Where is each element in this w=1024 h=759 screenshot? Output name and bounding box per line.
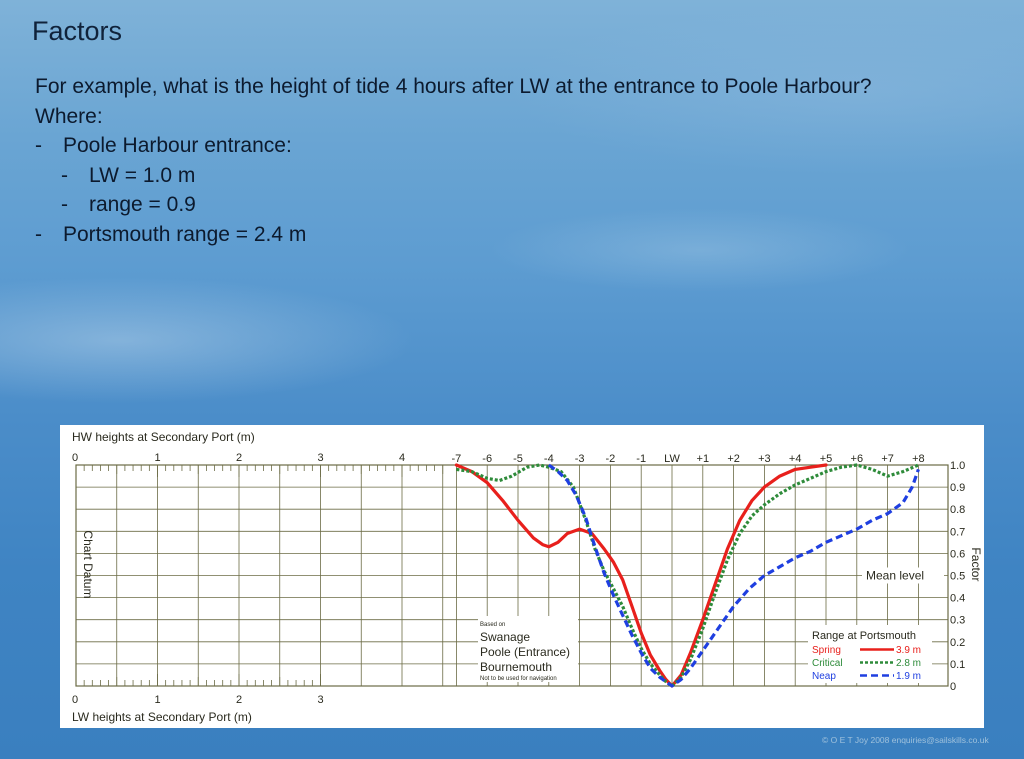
bullet-dash: - (61, 163, 68, 187)
legend-bg (808, 625, 932, 683)
hour-tick-label: -3 (575, 453, 585, 465)
bullet-list: For example, what is the height of tide … (35, 72, 1015, 249)
bullet-range: - range = 0.9 (35, 190, 1015, 220)
bullet-lw: - LW = 1.0 m (35, 161, 1015, 191)
bullet-text: Portsmouth range = 2.4 m (63, 222, 307, 246)
source-port-name: Bournemouth (480, 660, 552, 674)
source-port-name: Poole (Entrance) (480, 645, 570, 659)
bullet-where: Where: (35, 102, 1015, 132)
copyright-notice: © O E T Joy 2008 enquiries@sailskills.co… (822, 735, 989, 745)
bullet-poole-entrance: - Poole Harbour entrance: (35, 131, 1015, 161)
lw-scale-tick-label: 1 (154, 694, 160, 706)
legend-entry-spring: Spring (812, 645, 841, 656)
hour-tick-label: -2 (606, 453, 616, 465)
hw-scale-tick-label: 1 (154, 452, 160, 464)
factor-tick-label: 0.2 (950, 637, 965, 649)
factor-tick-label: 0.6 (950, 548, 965, 560)
hour-tick-label: -5 (513, 453, 523, 465)
mean-level-label: Mean level (866, 569, 924, 583)
factor-tick-label: 0.1 (950, 659, 965, 671)
factor-tick-label: 0.4 (950, 593, 965, 605)
factor-tick-label: 0.8 (950, 504, 965, 516)
chart-datum-label: Chart Datum (81, 530, 95, 598)
source-warning: Not to be used for navigation (480, 676, 557, 682)
lw-scale-label: LW heights at Secondary Port (m) (72, 710, 252, 724)
slide-title: Factors (32, 16, 123, 46)
hw-scale-label: HW heights at Secondary Port (m) (72, 430, 255, 444)
hour-tick-label: -6 (482, 453, 492, 465)
bullet-dash: - (35, 134, 42, 157)
bullet-dash: - (35, 222, 42, 246)
hw-scale-tick-label: 0 (72, 452, 78, 464)
hour-tick-label: +5 (820, 453, 833, 465)
hour-tick-label: -4 (544, 453, 554, 465)
lw-scale-tick-label: 3 (317, 694, 323, 706)
tidal-curve-svg: HW heights at Secondary Port (m) 0 1 2 3 4 LW … (72, 430, 983, 724)
curve-spring (454, 463, 828, 688)
lw-scale-tick-label: 0 (72, 694, 78, 706)
hour-tick-label: +2 (727, 453, 740, 465)
bullet-text: For example, what is the height of tide … (35, 75, 872, 98)
factor-tick-label: 0.5 (950, 571, 965, 583)
legend-entry-neap: Neap (812, 671, 836, 682)
hour-tick-label: LW (664, 453, 680, 465)
factor-tick-label: 0.7 (950, 526, 965, 538)
hour-tick-label: +4 (789, 453, 802, 465)
bullet-text: Poole Harbour entrance: (63, 134, 292, 157)
hw-scale-tick-label: 4 (399, 452, 405, 464)
hour-tick-label: -1 (636, 453, 646, 465)
bullet-text: range = 0.9 (89, 193, 196, 216)
hour-tick-label: +7 (881, 453, 894, 465)
hour-tick-label: +8 (912, 453, 925, 465)
factor-tick-label: 1.0 (950, 460, 965, 472)
factor-tick-label: 0 (950, 681, 956, 693)
source-port-name: Swanage (480, 630, 530, 644)
hour-tick-label: -7 (452, 453, 462, 465)
source-based-on: Based on (480, 622, 505, 628)
hour-tick-label: +6 (851, 453, 864, 465)
legend-range-critical: 2.8 m (896, 658, 921, 669)
curve-neap (547, 463, 920, 688)
curve-critical (456, 463, 920, 688)
mean-level-bg (862, 567, 944, 584)
bullet-text: LW = 1.0 m (89, 163, 196, 187)
legend-entry-critical: Critical (812, 658, 843, 669)
source-note-bg (478, 616, 578, 682)
factor-tick-label: 0.3 (950, 615, 965, 627)
hw-scale-tick-label: 3 (317, 452, 323, 464)
bullet-dash: - (61, 193, 68, 216)
legend-range-spring: 3.9 m (896, 645, 921, 656)
factor-tick-label: 0.9 (950, 482, 965, 494)
hour-tick-label: +1 (697, 453, 710, 465)
bullet-question: For example, what is the height of tide … (35, 72, 1015, 102)
legend-range-neap: 1.9 m (896, 671, 921, 682)
tidal-curve-chart: HW heights at Secondary Port (m) 0 1 2 3 4 LW … (60, 425, 984, 728)
hour-tick-label: +3 (758, 453, 771, 465)
lw-scale-tick-label: 2 (236, 694, 242, 706)
factor-axis-label: Factor (969, 547, 983, 581)
bullet-text: Where: (35, 104, 103, 128)
bullet-portsmouth-range: - Portsmouth range = 2.4 m (35, 220, 1015, 250)
legend-title: Range at Portsmouth (812, 630, 916, 642)
hw-scale-tick-label: 2 (236, 452, 242, 464)
